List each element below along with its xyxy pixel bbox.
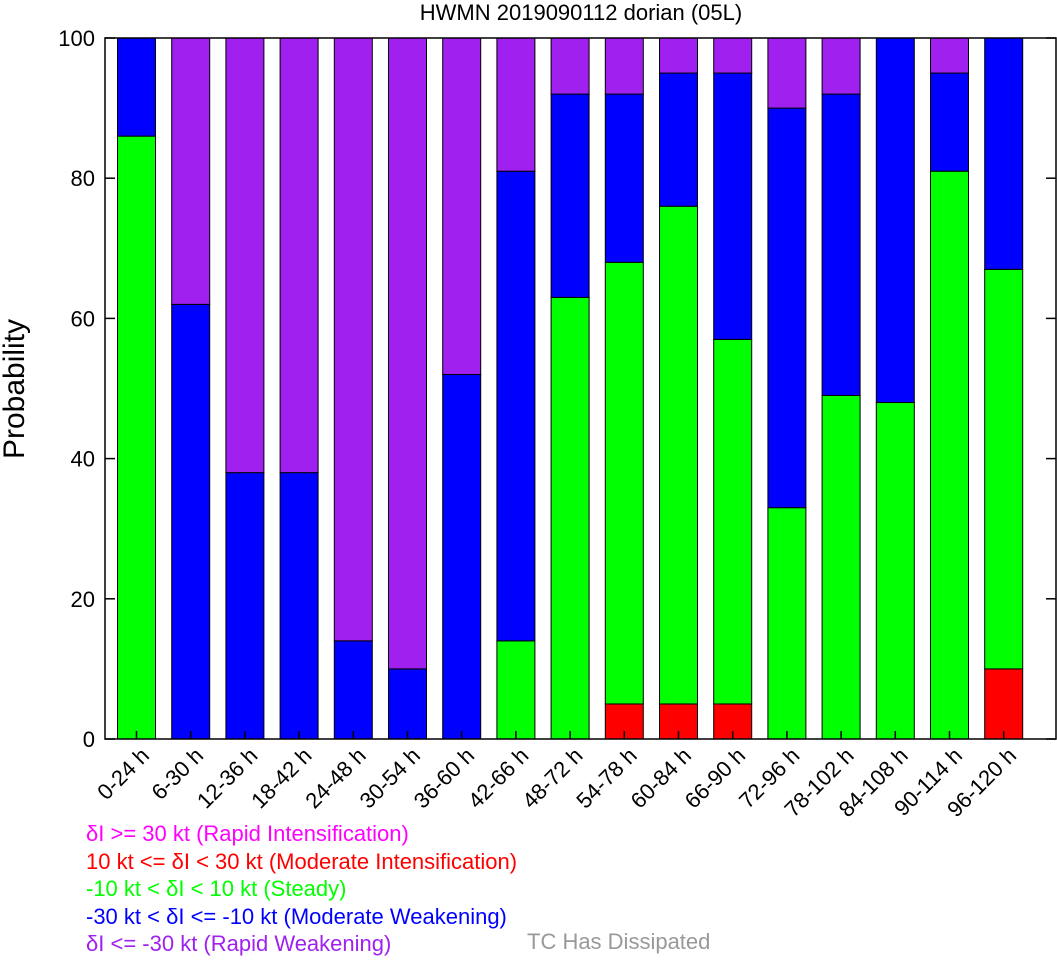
bar-segment-st-8 bbox=[550, 296, 590, 740]
bar-segment-mw-16 bbox=[984, 37, 1024, 270]
bar-segment-rw-10 bbox=[659, 37, 698, 74]
bar-segment-rw-4 bbox=[333, 37, 373, 642]
x-tick-label-10: 60-84 h bbox=[626, 743, 696, 813]
bar-segment-mw-5 bbox=[388, 668, 427, 740]
x-tick-label-4: 24-48 h bbox=[300, 743, 370, 813]
legend-item-steady: -10 kt < δI < 10 kt (Steady) bbox=[86, 876, 347, 901]
y-tick-label-20: 20 bbox=[71, 587, 95, 612]
x-tick-label-2: 12-36 h bbox=[192, 743, 262, 813]
bar-segment-mw-15 bbox=[930, 72, 969, 172]
bar-segment-rw-12 bbox=[767, 37, 807, 109]
legend-item-moderate-intensification: 10 kt <= δI < 30 kt (Moderate Intensific… bbox=[86, 848, 518, 874]
bar-segment-st-14 bbox=[875, 402, 915, 740]
y-tick-label-0: 0 bbox=[83, 727, 95, 752]
bar-segment-st-15 bbox=[930, 170, 969, 740]
bar-segment-st-13 bbox=[821, 395, 861, 740]
bar-segment-st-0 bbox=[117, 135, 156, 740]
bar-segment-mw-6 bbox=[442, 373, 482, 740]
bar-segment-st-7 bbox=[496, 640, 536, 740]
bar-segment-rw-3 bbox=[279, 37, 319, 474]
bar-segment-mw-11 bbox=[713, 72, 753, 340]
bar-segment-mw-4 bbox=[333, 640, 373, 740]
bar-segment-mw-2 bbox=[225, 472, 265, 740]
bar-segment-rw-1 bbox=[171, 37, 211, 305]
x-tick-label-8: 48-72 h bbox=[517, 743, 587, 813]
legend-item-moderate-weakening: -30 kt < δI <= -10 kt (Moderate Weakenin… bbox=[86, 903, 507, 929]
y-tick-label-80: 80 bbox=[71, 166, 95, 191]
bar-segment-rw-11 bbox=[713, 37, 753, 74]
bar-segment-st-16 bbox=[984, 268, 1024, 670]
bar-segment-mw-13 bbox=[821, 93, 861, 397]
bars-group bbox=[117, 37, 1024, 740]
x-tick-label-11: 66-90 h bbox=[680, 743, 750, 813]
x-tick-label-5: 30-54 h bbox=[355, 743, 425, 813]
x-tick-label-9: 54-78 h bbox=[571, 743, 641, 813]
legend-item-rapid-weakening: δI <= -30 kt (Rapid Weakening) bbox=[86, 931, 392, 956]
bar-segment-st-11 bbox=[713, 338, 753, 705]
bar-segment-mi-16 bbox=[984, 668, 1024, 740]
bar-segment-rw-6 bbox=[442, 37, 482, 375]
bar-segment-st-12 bbox=[767, 507, 807, 740]
bar-segment-rw-15 bbox=[930, 37, 969, 74]
y-axis-label: Probability bbox=[0, 319, 31, 459]
bar-segment-rw-9 bbox=[604, 37, 644, 95]
bar-segment-st-10 bbox=[659, 205, 698, 705]
bar-segment-mw-14 bbox=[875, 37, 915, 404]
plot-frame bbox=[104, 37, 1057, 740]
bar-segment-rw-8 bbox=[550, 37, 590, 95]
x-tick-label-7: 42-66 h bbox=[463, 743, 533, 813]
y-tick-label-60: 60 bbox=[71, 306, 95, 331]
y-tick-label-40: 40 bbox=[71, 447, 95, 472]
bar-segment-rw-13 bbox=[821, 37, 861, 95]
x-tick-label-3: 18-42 h bbox=[246, 743, 316, 813]
x-tick-label-0: 0-24 h bbox=[92, 743, 154, 805]
bar-segment-mw-1 bbox=[171, 303, 211, 740]
bar-segment-mw-0 bbox=[117, 37, 156, 137]
bar-segment-mw-7 bbox=[496, 170, 536, 642]
chart-title: HWMN 2019090112 dorian (05L) bbox=[420, 0, 742, 25]
bar-segment-mw-8 bbox=[550, 93, 590, 298]
y-tick-label-100: 100 bbox=[58, 26, 95, 51]
bar-segment-rw-7 bbox=[496, 37, 536, 172]
bar-segment-rw-2 bbox=[225, 37, 265, 474]
legend-item-rapid-intensification: δI >= 30 kt (Rapid Intensification) bbox=[86, 821, 409, 846]
legend-item-dissipated: TC Has Dissipated bbox=[527, 929, 711, 954]
bar-segment-mw-9 bbox=[604, 93, 644, 263]
bar-segment-mw-10 bbox=[659, 72, 698, 207]
bar-segment-rw-5 bbox=[388, 37, 427, 670]
x-tick-label-6: 36-60 h bbox=[409, 743, 479, 813]
bar-segment-mw-3 bbox=[279, 472, 319, 740]
bar-segment-st-9 bbox=[604, 261, 644, 705]
legend: δI >= 30 kt (Rapid Intensification) 10 k… bbox=[86, 820, 517, 958]
bar-segment-mw-12 bbox=[767, 107, 807, 509]
